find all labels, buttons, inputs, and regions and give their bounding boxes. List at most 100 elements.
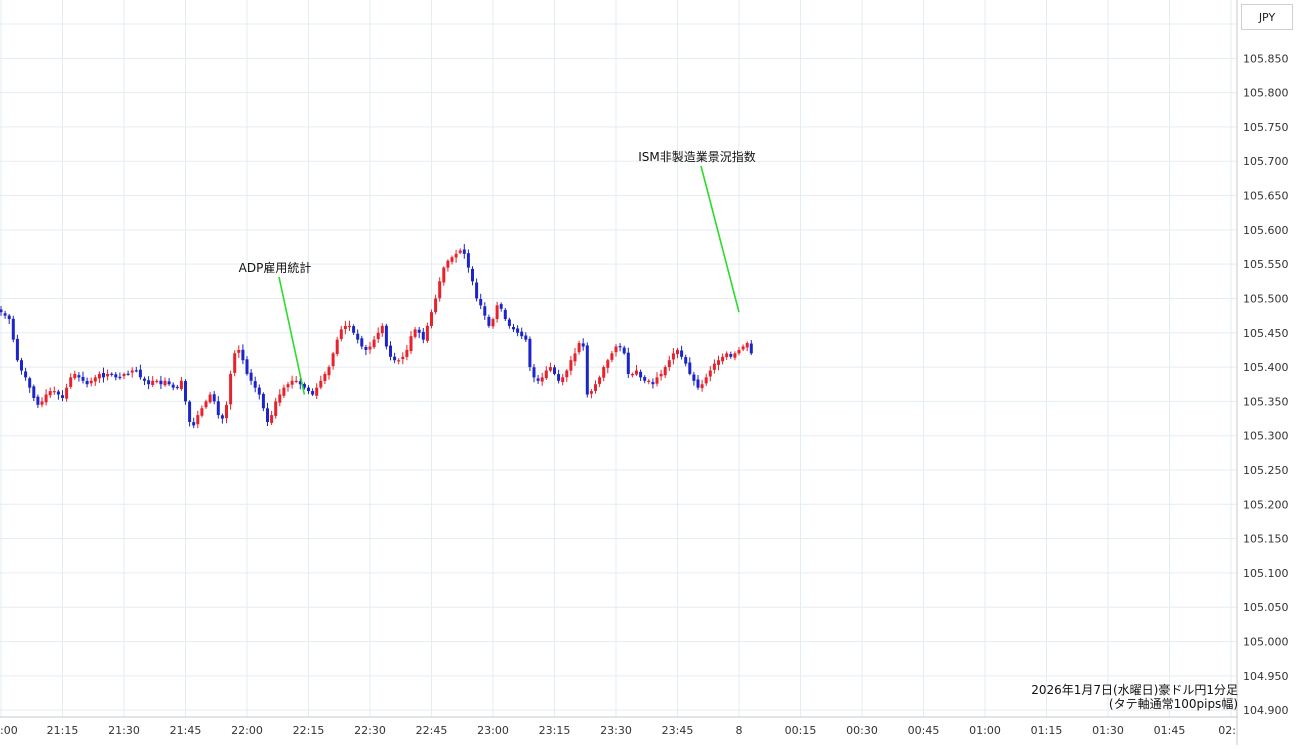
candle-body [85,380,89,385]
candle-body [384,325,388,347]
candle-body [159,380,163,385]
candle-body [327,367,331,376]
candle-body [630,373,634,376]
candle-body [28,378,32,388]
candle-body [339,329,343,339]
candle-body [684,357,688,364]
candle-body [585,345,589,395]
time-tick-label: 01:30 [1092,724,1124,737]
candle-body [97,373,101,379]
candle-body [24,371,28,378]
time-tick-label: 22:00 [231,724,263,737]
candle-body [48,391,52,396]
candle-body [44,394,48,403]
price-tick-label: 105.700 [1243,155,1289,168]
candle-body [503,309,507,320]
candle-body [458,250,462,253]
candle-body [688,362,692,374]
candle-body [266,408,269,422]
candle-body [106,373,110,377]
candle-body [245,359,249,374]
price-tick-label: 105.250 [1243,464,1289,477]
price-tick-label: 105.350 [1243,395,1289,408]
candle-body [0,309,3,313]
candle-body [733,353,737,358]
candle-body [573,353,577,362]
time-tick-label: 23:45 [662,724,694,737]
time-tick-label: 00:15 [785,724,817,737]
candle-body [536,378,540,381]
candle-body [676,349,679,355]
chart-caption: 2026年1月7日(水曜日)豪ドル円1分足 (タテ軸通常100pips幅) [1031,683,1238,711]
candle-body [438,281,442,299]
candle-body [717,360,720,365]
candle-body [507,319,511,326]
candle-body [692,374,696,381]
candle-body [93,377,97,382]
annotations: ADP雇用統計 ISM非製造業景況指数 [239,149,756,395]
candle-body [618,346,622,348]
candle-body [155,380,159,383]
price-tick-label: 104.900 [1243,704,1289,717]
candle-body [643,377,647,381]
candle-body [274,401,278,416]
candle-body [704,377,708,384]
candle-body [626,352,630,374]
time-tick-label: 00:45 [908,724,940,737]
candle-body [171,384,175,388]
candle-body [647,380,651,382]
candle-body [130,370,134,373]
time-tick-label: 00:30 [846,724,878,737]
candle-body [434,298,438,313]
candle-body [421,331,425,340]
candle-body [315,387,319,396]
candle-body [725,353,729,358]
candle-body [696,379,700,388]
candle-body [360,338,364,347]
candle-body [7,315,11,320]
candle-body [294,380,298,382]
candle-body [364,346,368,350]
candle-body [233,353,237,373]
candle-body [216,401,220,416]
candle-body [602,367,606,378]
price-axis[interactable]: 105.900105.850105.800105.750105.700105.6… [1243,18,1289,717]
time-tick-label: :00 [0,724,18,737]
candle-body [614,346,618,353]
candle-body [77,375,81,378]
candle-body [487,316,491,326]
candle-body [188,401,192,422]
candle-body [606,360,610,368]
candle-body [73,373,77,379]
candle-body [368,346,372,350]
candle-body [405,349,409,357]
price-tick-label: 104.950 [1243,670,1289,683]
candle-body [516,328,520,333]
candle-body [89,380,93,384]
candles [0,244,753,429]
candle-body [69,377,73,387]
candle-body [581,343,585,347]
candle-body [15,338,19,361]
candle-body [557,374,561,381]
candle-body [114,374,118,378]
candle-body [708,370,712,377]
candle-body [475,282,479,299]
candle-body [335,339,339,354]
candle-body [138,369,142,378]
time-tick-label: 22:45 [416,724,448,737]
currency-label[interactable]: JPY [1241,4,1293,30]
candle-body [163,380,167,386]
candle-body [331,353,335,367]
candle-body [700,384,704,389]
candle-body [61,395,64,398]
candle-body [680,350,684,357]
candle-body [499,304,503,309]
time-axis[interactable]: :00 21:15 21:30 21:45 22:00 22:15 22:30 22:45 23… [0,724,1236,737]
candle-body [175,386,179,389]
candle-body [577,343,581,353]
candle-body [659,373,663,377]
time-tick-label: 01:15 [1031,724,1063,737]
